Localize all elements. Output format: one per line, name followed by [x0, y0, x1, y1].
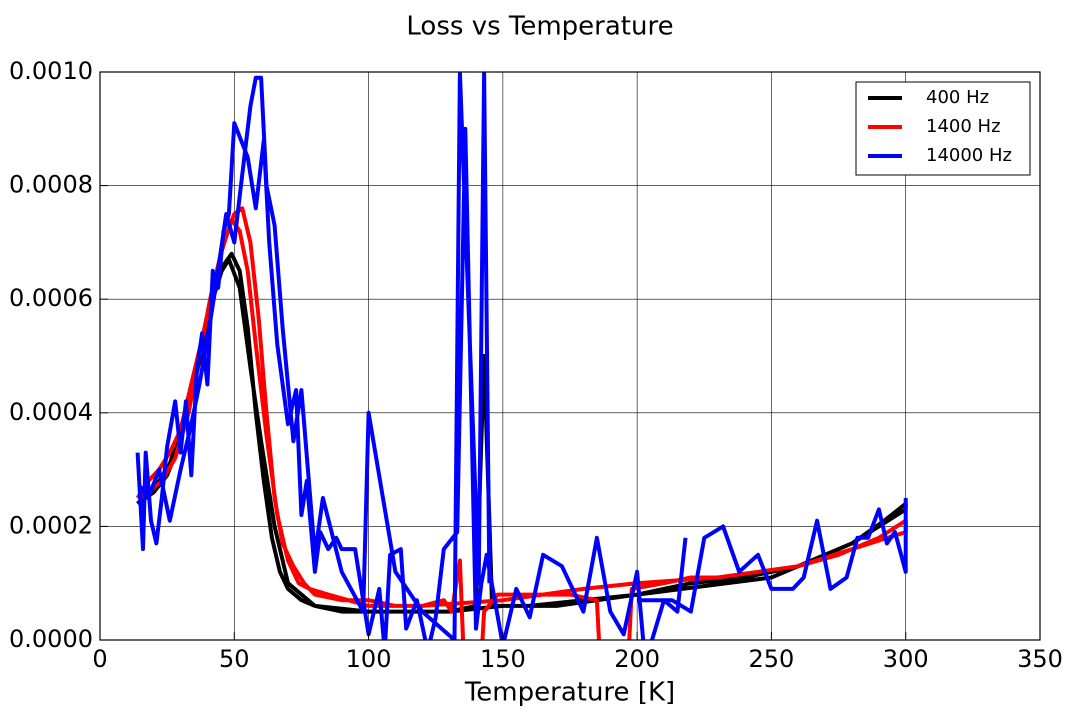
x-tick-label: 100: [346, 645, 392, 673]
x-tick-label: 350: [1017, 645, 1063, 673]
x-tick-label: 300: [883, 645, 929, 673]
legend: 400 Hz 1400 Hz 14000 Hz: [855, 81, 1031, 176]
legend-label: 14000 Hz: [926, 145, 1012, 166]
series-line: [135, 72, 908, 640]
y-tick-label: 0.0002: [9, 511, 93, 539]
x-tick-label: 0: [92, 645, 107, 673]
x-tick-label: 50: [219, 645, 250, 673]
y-tick-label: 0.0006: [9, 284, 93, 312]
x-tick-label: 150: [480, 645, 526, 673]
ticks: 0 50 100 150 200 250 300 350 0.0000 0.0002 0.0004 0…: [9, 57, 1063, 673]
x-axis-label: Temperature [K]: [464, 678, 675, 708]
plot-frame: [99, 71, 1041, 641]
y-tick-label: 0.0000: [9, 625, 93, 653]
y-tick-label: 0.0008: [9, 171, 93, 199]
x-tick-label: 250: [749, 645, 795, 673]
y-tick-label: 0.0010: [9, 57, 93, 85]
legend-label: 400 Hz: [926, 87, 989, 108]
x-tick-label: 200: [614, 645, 660, 673]
y-tick-label: 0.0004: [9, 398, 93, 426]
chart-title: Loss vs Temperature: [406, 12, 673, 42]
series-line: [136, 251, 908, 614]
legend-label: 1400 Hz: [926, 116, 1001, 137]
plot-lines: [135, 72, 908, 640]
